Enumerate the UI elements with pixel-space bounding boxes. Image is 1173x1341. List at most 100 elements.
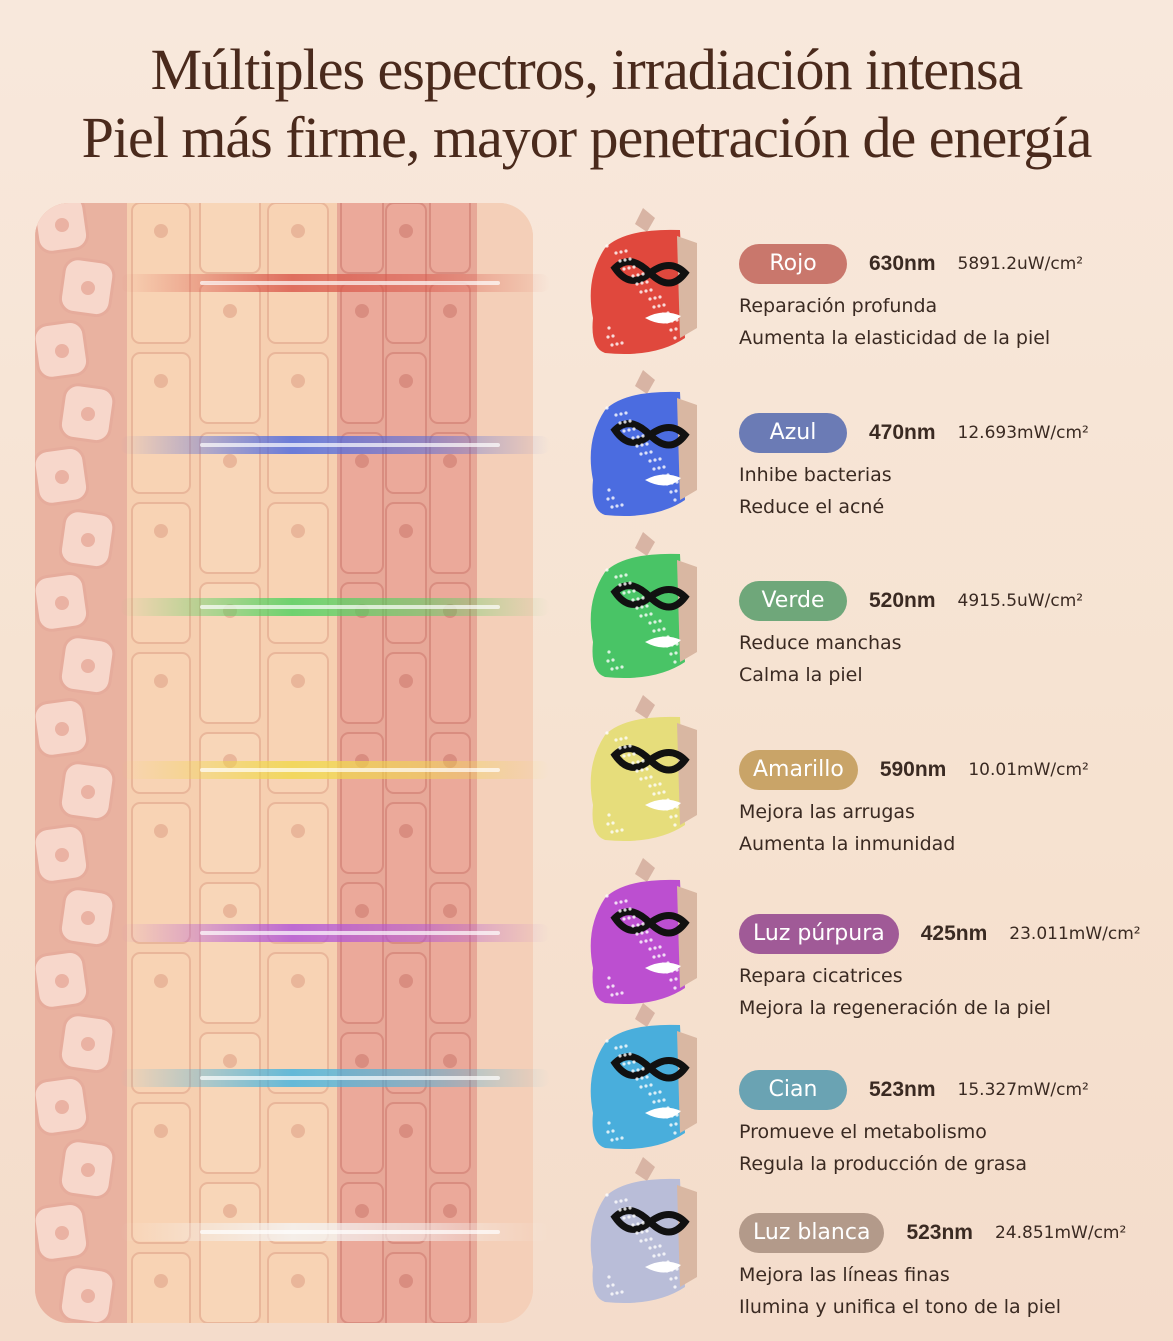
mask-led	[618, 421, 622, 425]
brick	[385, 1252, 427, 1323]
feature-header: Amarillo 590nm 10.01mW/cm²	[739, 749, 1089, 791]
mask-led	[656, 313, 660, 317]
mask-led	[611, 1129, 615, 1133]
mask-led	[636, 1222, 640, 1226]
mask-led	[615, 1137, 619, 1141]
brick	[429, 882, 471, 1024]
mask-face	[590, 229, 685, 354]
mask-led	[620, 828, 624, 832]
brick-dot	[154, 524, 168, 538]
mask-led	[632, 589, 636, 593]
mask-led	[640, 1076, 644, 1080]
cell-nucleus	[55, 848, 69, 862]
mask-led	[674, 977, 678, 981]
mask-led	[675, 968, 679, 972]
mask-led	[624, 411, 628, 415]
mask-led	[618, 1054, 622, 1058]
wavelength: 425nm	[920, 922, 988, 945]
mask-led	[640, 768, 644, 772]
brick-dot	[399, 524, 413, 538]
mask-led	[636, 923, 640, 927]
mask-led	[641, 434, 645, 438]
mask-led	[644, 289, 648, 293]
brick	[199, 203, 261, 274]
mask-led	[649, 612, 653, 616]
mask-led	[640, 1230, 644, 1234]
mask-led	[619, 574, 623, 578]
cell-nucleus	[81, 1163, 95, 1177]
mask-led	[615, 666, 619, 670]
color-pill: Cian	[739, 1070, 847, 1110]
light-beam-core	[200, 1230, 500, 1234]
description-line: Reduce manchas	[739, 632, 902, 654]
mask-led	[645, 604, 649, 608]
mask-led	[618, 583, 622, 587]
mask-led	[670, 481, 674, 485]
brick-dot	[399, 374, 413, 388]
brick	[385, 652, 427, 794]
color-pill: Verde	[739, 581, 847, 621]
mask-led	[658, 457, 662, 461]
mask-led	[611, 821, 615, 825]
mask-led	[607, 326, 611, 330]
mask-led	[614, 575, 618, 579]
color-pill: Azul	[739, 413, 847, 453]
feature-row: Amarillo 590nm 10.01mW/cm² Mejora las arrug…	[739, 749, 1089, 860]
mask-crest	[635, 858, 655, 882]
brick	[267, 1102, 329, 1244]
brick	[385, 352, 427, 494]
mask-led	[610, 667, 614, 671]
mask-strap	[677, 1031, 697, 1133]
mask-crest	[635, 370, 655, 394]
mask-led	[619, 412, 623, 416]
mask-led	[640, 931, 644, 935]
description: Mejora las arrugas Aumenta la inmunidad	[739, 796, 1089, 860]
mask-eyes	[610, 258, 690, 287]
mask-led	[619, 900, 623, 904]
color-pill: Luz blanca	[739, 1213, 885, 1253]
mask-led	[661, 1261, 665, 1265]
feature-header: Azul 470nm 12.693mW/cm²	[739, 412, 1089, 454]
mask-led	[641, 759, 645, 763]
mask-led	[610, 343, 614, 347]
mask-led	[649, 288, 653, 292]
mask-led	[623, 420, 627, 424]
mask-led	[606, 659, 610, 663]
mask-led	[622, 917, 626, 921]
mask-led	[632, 752, 636, 756]
brick	[199, 1032, 261, 1174]
mask-led	[640, 281, 644, 285]
mask-led	[656, 637, 660, 641]
mask-led	[675, 318, 679, 322]
brick-dot	[223, 454, 237, 468]
mask-led	[645, 442, 649, 446]
mask-led	[669, 815, 673, 819]
mask-led	[639, 1239, 643, 1243]
mask-led	[623, 1207, 627, 1211]
brick-dot	[291, 824, 305, 838]
feature-row: Luz púrpura 425nm 23.011mW/cm² Repara cicat…	[739, 913, 1141, 1024]
description-line: Mejora las líneas finas	[739, 1264, 950, 1286]
brick	[267, 352, 329, 494]
mask-led	[615, 1291, 619, 1295]
cell-nucleus	[55, 344, 69, 358]
mask-led	[652, 467, 656, 471]
mask-led	[665, 482, 669, 486]
mask-led	[645, 280, 649, 284]
brick-dot	[443, 304, 457, 318]
mask-led	[648, 621, 652, 625]
mask-led	[675, 1113, 679, 1117]
mask-led	[619, 1045, 623, 1049]
brick	[340, 882, 384, 1024]
wavelength: 630nm	[869, 252, 936, 275]
brick	[131, 652, 191, 794]
mask-led	[666, 1260, 670, 1264]
mask-led	[631, 598, 635, 602]
mask-led	[618, 746, 622, 750]
cell-nucleus	[81, 911, 95, 925]
title: Múltiples espectros, irradiación intensa	[150, 37, 1024, 102]
light-beam-core	[200, 931, 500, 935]
brick-dot	[154, 374, 168, 388]
mask-led	[610, 505, 614, 509]
